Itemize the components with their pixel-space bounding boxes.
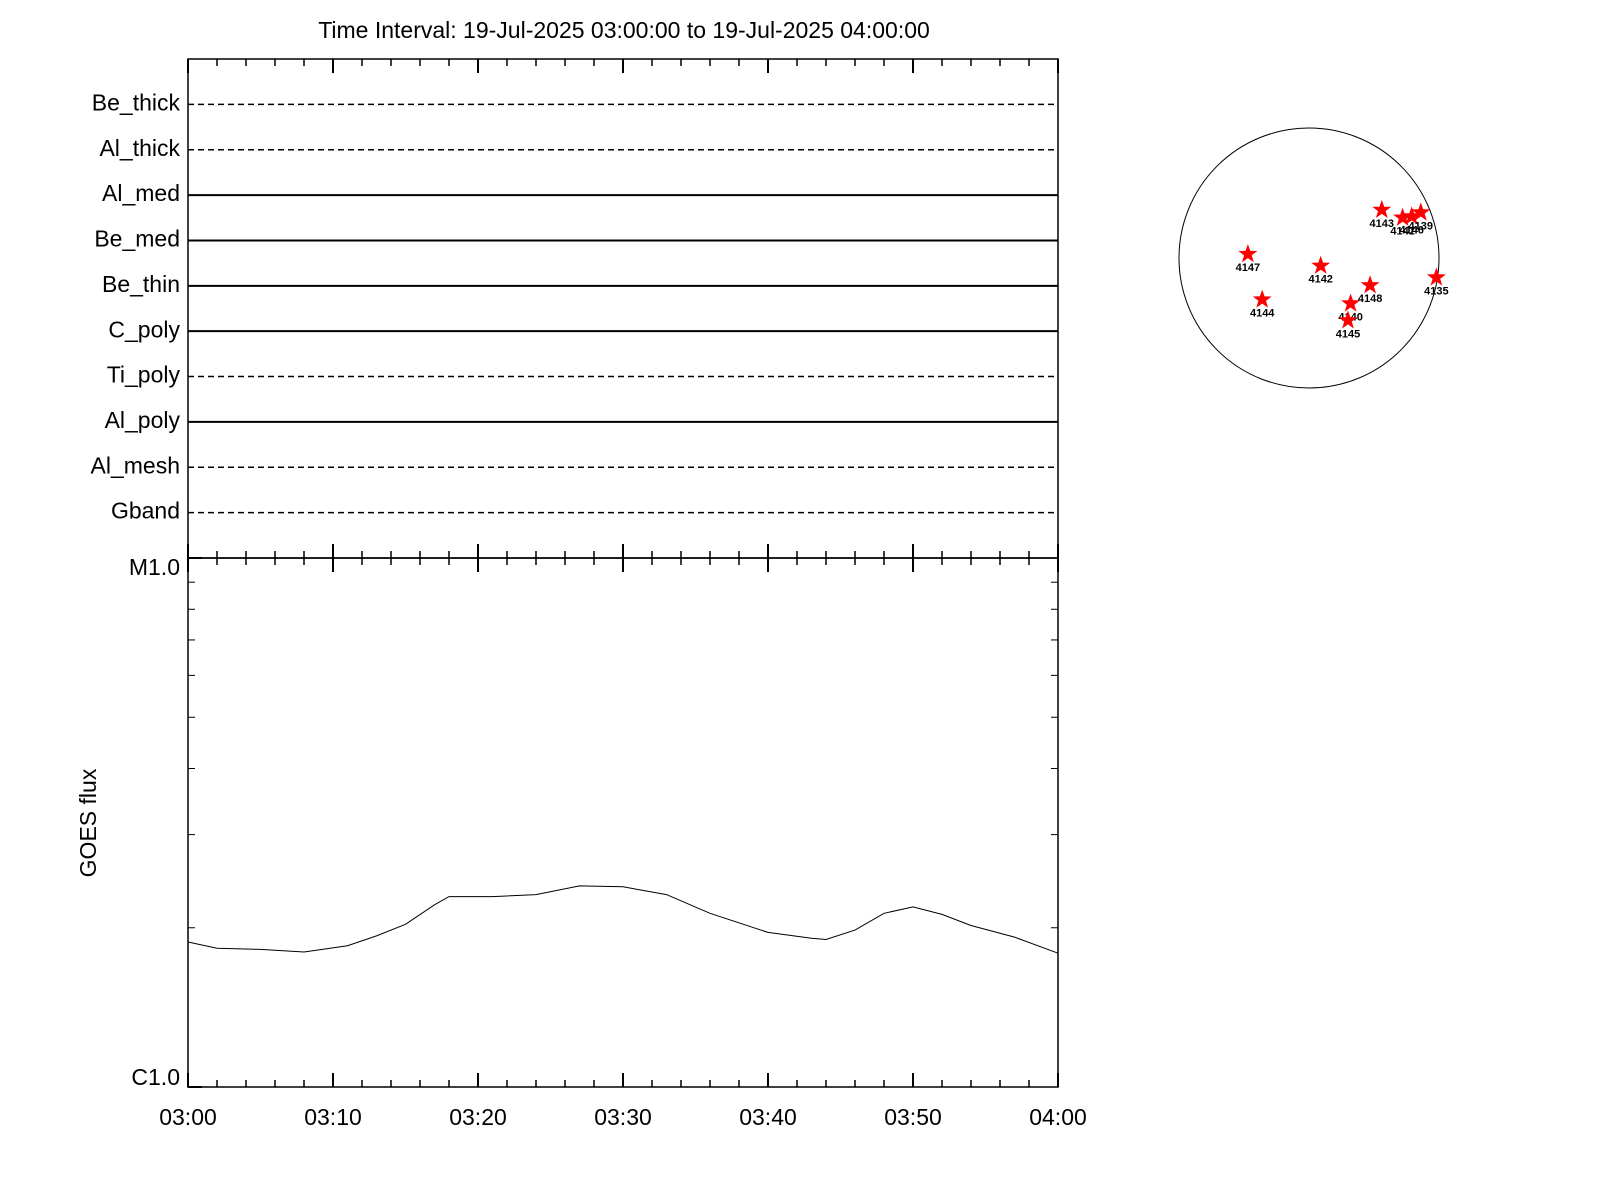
active-region-label: 4143 xyxy=(1370,218,1394,230)
x-tick-label: 03:00 xyxy=(159,1104,217,1130)
x-tick-label: 03:40 xyxy=(739,1104,797,1130)
filter-label: C_poly xyxy=(108,316,180,342)
chart-title: Time Interval: 19-Jul-2025 03:00:00 to 1… xyxy=(318,17,930,43)
active-region xyxy=(1426,267,1446,286)
x-tick-label: 03:10 xyxy=(304,1104,362,1130)
x-tick-label: 03:50 xyxy=(884,1104,942,1130)
filter-label: Al_poly xyxy=(105,407,181,433)
filter-label: Gband xyxy=(111,498,180,524)
filter-label: Al_med xyxy=(102,180,180,206)
active-region xyxy=(1341,293,1361,312)
active-region xyxy=(1311,255,1331,274)
filter-label: Al_thick xyxy=(99,135,180,161)
active-region xyxy=(1402,206,1422,225)
active-region-label: 4139 xyxy=(1409,220,1433,232)
active-region-label: 4142 xyxy=(1308,274,1332,286)
active-region xyxy=(1360,275,1380,294)
filter-label: Be_thin xyxy=(102,271,180,297)
y-axis-label: GOES flux xyxy=(75,768,101,877)
x-tick-label: 04:00 xyxy=(1029,1104,1087,1130)
y-tick-label: M1.0 xyxy=(129,554,180,580)
filter-label: Al_mesh xyxy=(91,452,180,478)
active-region-label: 4141 xyxy=(1390,226,1414,238)
active-region xyxy=(1372,199,1392,218)
active-region-label: 4148 xyxy=(1358,293,1382,305)
active-region-label: 4147 xyxy=(1236,262,1260,274)
active-region xyxy=(1411,202,1431,221)
active-region xyxy=(1338,310,1358,329)
filter-label: Be_thick xyxy=(92,89,181,115)
filter-label: Ti_poly xyxy=(107,362,181,388)
active-region xyxy=(1252,289,1272,308)
y-tick-label: C1.0 xyxy=(131,1064,180,1090)
active-region xyxy=(1238,244,1258,263)
filter-label: Be_med xyxy=(94,226,180,252)
solar-disk xyxy=(1178,127,1440,389)
active-region xyxy=(1393,207,1413,226)
active-region-label: 4145 xyxy=(1336,328,1360,340)
x-tick-label: 03:30 xyxy=(594,1104,652,1130)
active-region-label: 4135 xyxy=(1424,285,1448,297)
active-region-label: 4146 xyxy=(1399,224,1423,236)
active-region-label: 4144 xyxy=(1250,308,1275,320)
x-tick-label: 03:20 xyxy=(449,1104,507,1130)
goes-curve xyxy=(187,885,1059,954)
